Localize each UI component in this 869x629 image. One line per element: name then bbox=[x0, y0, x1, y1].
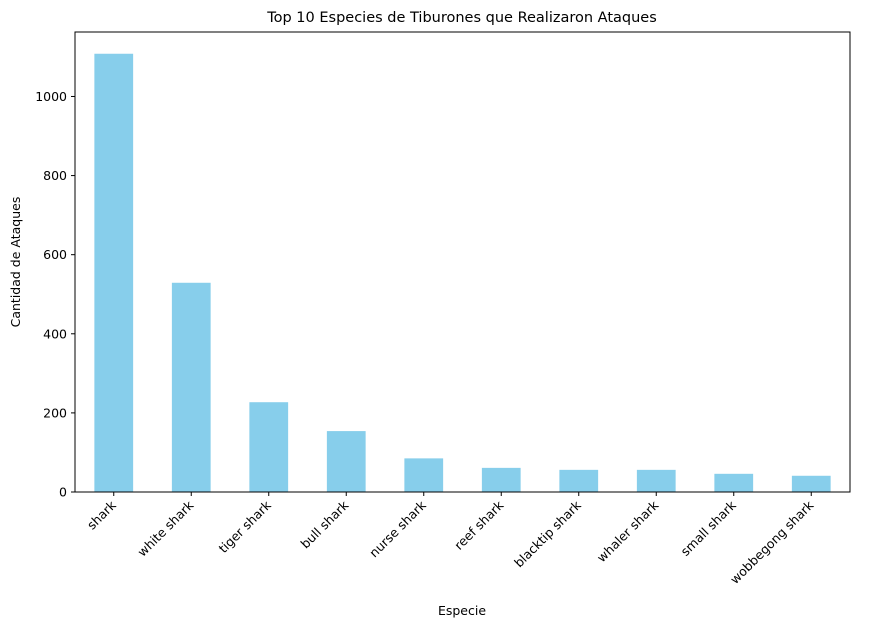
bar-reef-shark bbox=[481, 467, 521, 492]
bar-white-shark bbox=[171, 282, 211, 492]
chart-title: Top 10 Especies de Tiburones que Realiza… bbox=[266, 10, 657, 26]
y-tick-label: 0 bbox=[59, 485, 67, 500]
bar-nurse-shark bbox=[404, 458, 444, 492]
x-tick-label: reef shark bbox=[451, 497, 507, 553]
x-tick-label: small shark bbox=[678, 497, 740, 559]
x-tick-label: white shark bbox=[134, 497, 197, 560]
plot-area: 0 200 400 600 800 1000 shark white shark tiger s… bbox=[35, 31, 851, 587]
bar-whaler-shark bbox=[636, 469, 676, 492]
y-tick-label: 800 bbox=[43, 168, 67, 183]
bar-tiger-shark bbox=[249, 402, 289, 492]
y-tick-label: 200 bbox=[43, 405, 67, 420]
x-axis-label: Especie bbox=[438, 603, 486, 618]
bar-small-shark bbox=[714, 473, 754, 492]
x-tick-label: bull shark bbox=[297, 497, 351, 551]
x-tick-label: wobbegong shark bbox=[727, 497, 817, 587]
y-tick-label: 1000 bbox=[35, 89, 67, 104]
bar-blacktip-shark bbox=[559, 469, 599, 492]
x-tick-label: whaler shark bbox=[594, 497, 662, 565]
y-tick-label: 400 bbox=[43, 326, 67, 341]
x-tick-label: blacktip shark bbox=[511, 497, 584, 570]
bar-shark bbox=[94, 53, 134, 492]
y-tick-label: 600 bbox=[43, 247, 67, 262]
plot-frame bbox=[74, 31, 851, 493]
bar-bull-shark bbox=[326, 431, 366, 492]
x-tick-label: nurse shark bbox=[366, 497, 429, 560]
x-tick-label: shark bbox=[84, 497, 120, 533]
x-tick-label: tiger shark bbox=[215, 497, 274, 556]
y-axis-label: Cantidad de Ataques bbox=[8, 197, 23, 328]
bar-wobbegong-shark bbox=[791, 475, 831, 492]
